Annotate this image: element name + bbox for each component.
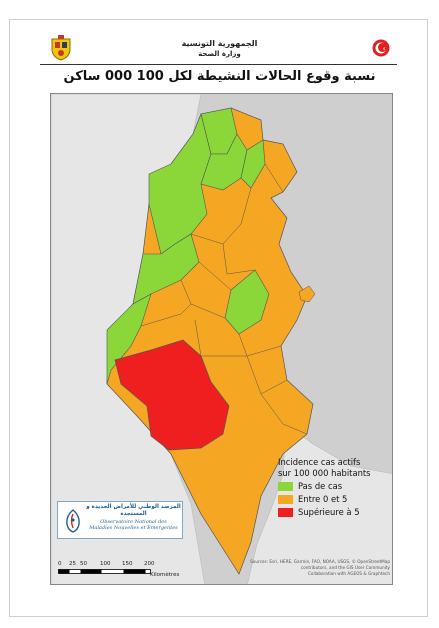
ministry-header: الجمهورية التونسية وزارة الصحة xyxy=(0,0,439,70)
legend-label: Entre 0 et 5 xyxy=(298,494,348,504)
legend-swatch-no-cases xyxy=(278,481,293,491)
scale-tick-label: 200 xyxy=(144,561,155,567)
legend-label: Supérieure à 5 xyxy=(298,507,360,517)
scale-tick-label: 25 xyxy=(69,561,76,567)
djerba-island xyxy=(298,285,316,303)
scale-tick-label: 100 xyxy=(100,561,111,567)
region-no-cases-northeast xyxy=(240,139,266,189)
scale-tick-label: 0 xyxy=(58,561,62,567)
scale-graphic xyxy=(58,569,151,574)
logo-arabic-name: المرصد الوطني للأمراض الجديدة و المستجدة xyxy=(86,504,181,517)
scale-tick-label: 50 xyxy=(80,561,87,567)
red-crescent-icon xyxy=(372,39,390,57)
tunisia-coat-of-arms-icon xyxy=(51,35,71,61)
logo-french-name-line-2: Maladies Nouvelles et Emergentes xyxy=(89,525,178,531)
region-above-5 xyxy=(114,339,230,451)
legend-swatch-above-5 xyxy=(278,507,293,517)
republic-name: الجمهورية التونسية xyxy=(181,39,258,48)
ministry-name: وزارة الصحة xyxy=(198,50,241,58)
legend-label: Pas de cas xyxy=(298,481,343,491)
legend-title-line-1: Incidence cas actifs xyxy=(278,457,361,467)
attribution-line-3: Collaboration with AGEOS & Graphtech xyxy=(307,571,390,576)
scale-bar: 0 25 50 100 150 200 Kilomètres xyxy=(58,561,198,581)
legend-swatch-between-0-5 xyxy=(278,494,293,504)
legend-item: Pas de cas xyxy=(278,480,394,492)
observatory-emblem-icon xyxy=(66,509,80,533)
legend-item: Entre 0 et 5 xyxy=(278,493,394,505)
legend-title-line-2: sur 100 000 habitants xyxy=(278,468,371,478)
header-divider xyxy=(40,64,397,65)
logo-french-name-line-1: Observatoire National des xyxy=(100,519,167,525)
attribution-line-2: contributors, and the GIS User Community xyxy=(300,565,390,570)
scale-unit: Kilomètres xyxy=(150,572,180,578)
map-attribution: Sources: Esri, HERE, Garmin, FAO, NOAA, … xyxy=(240,559,390,577)
onmne-logo: المرصد الوطني للأمراض الجديدة و المستجدة… xyxy=(57,501,183,539)
scale-tick-label: 150 xyxy=(122,561,133,567)
region-no-cases-northwest xyxy=(148,113,212,255)
legend-item: Supérieure à 5 xyxy=(278,506,394,518)
map-title: نسبة وقوع الحالات النشيطة لكل 100 000 سا… xyxy=(63,69,376,84)
attribution-line-1: Sources: Esri, HERE, Garmin, FAO, NOAA, … xyxy=(250,559,390,564)
map-legend: Incidence cas actifs sur 100 000 habitan… xyxy=(278,457,394,532)
